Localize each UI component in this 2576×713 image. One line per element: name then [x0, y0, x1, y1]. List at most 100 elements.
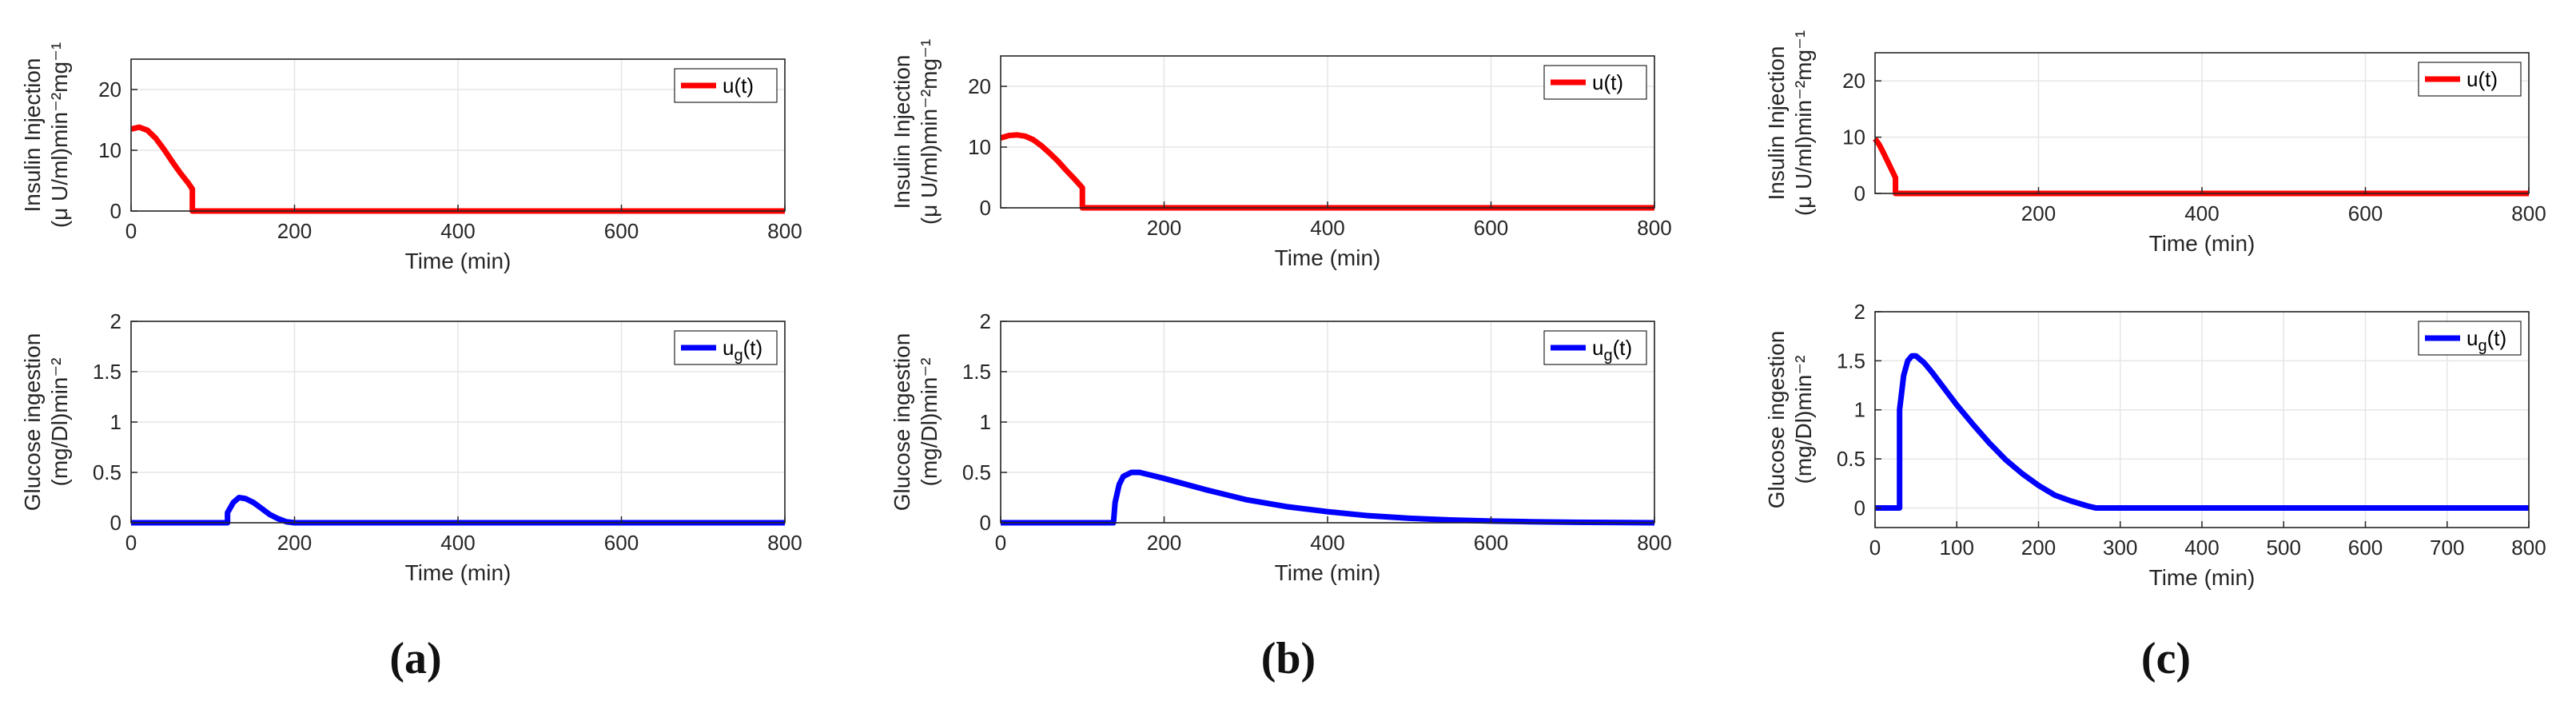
- y-tick-label: 20: [98, 78, 121, 102]
- y-tick-label: 0.5: [93, 460, 121, 484]
- x-tick-label: 400: [2184, 536, 2219, 560]
- y-tick-label: 1: [110, 410, 121, 434]
- x-tick-label: 400: [2184, 201, 2219, 225]
- legend-label: ug(t): [1592, 336, 1632, 364]
- x-tick-label: 200: [2021, 201, 2056, 225]
- x-tick-label: 700: [2430, 536, 2464, 560]
- x-tick-label: 600: [2348, 201, 2383, 225]
- x-tick-label: 600: [1474, 531, 1508, 555]
- y-tick-label: 20: [968, 74, 991, 98]
- x-tick-label: 500: [2267, 536, 2301, 560]
- y-axis-label-line: Glucose ingestion: [890, 333, 914, 512]
- y-axis-label-line: (mg/Dl)min⁻²: [1791, 356, 1816, 484]
- legend-label: u(t): [1592, 70, 1623, 94]
- y-axis-label-line: Insulin Injection: [890, 54, 914, 209]
- x-tick-label: 800: [1637, 531, 1671, 555]
- x-tick-label: 800: [767, 531, 802, 555]
- y-axis-label: Insulin Injection (μ U/ml)min⁻²mg⁻¹: [20, 42, 72, 228]
- y-tick-label: 10: [968, 135, 991, 159]
- y-tick-label: 0.5: [1837, 447, 1865, 471]
- y-axis-label-line: (μ U/ml)min⁻²mg⁻¹: [47, 42, 72, 228]
- y-tick-label: 0.5: [962, 460, 991, 484]
- x-tick-label: 0: [1869, 536, 1881, 560]
- x-axis-label: Time (min): [405, 560, 512, 585]
- legend-label: u(t): [2467, 67, 2498, 91]
- y-axis-label: Insulin Injection (μ U/ml)min⁻²mg⁻¹: [890, 39, 942, 225]
- x-tick-label: 800: [767, 219, 802, 243]
- x-tick-label: 600: [604, 219, 639, 243]
- series-line-c-insulin: [1873, 137, 2529, 197]
- y-tick-label: 0: [110, 199, 121, 223]
- series-line-c-glucose: [1875, 353, 2529, 511]
- chart-a-glucose: 0 200 400 600 800 0 0.5 1 1.5 2 Time (min) Glucose …: [20, 309, 802, 585]
- caption-c: (c): [2141, 634, 2191, 683]
- x-tick-label: 300: [2103, 536, 2137, 560]
- caption-b: (b): [1261, 634, 1316, 683]
- y-axis-label-line: (mg/Dl)min⁻²: [917, 358, 942, 487]
- caption-a: (a): [389, 634, 441, 683]
- x-tick-label: 0: [995, 531, 1006, 555]
- y-axis-label-line: Insulin Injection: [20, 58, 45, 212]
- x-tick-label: 600: [1474, 216, 1508, 240]
- y-tick-label: 1.5: [1837, 349, 1865, 372]
- y-axis-label: Glucose ingestion (mg/Dl)min⁻²: [20, 333, 72, 512]
- x-tick-label: 100: [1940, 536, 1974, 560]
- y-axis-label-line: Glucose ingestion: [20, 333, 45, 512]
- x-tick-label: 600: [604, 531, 639, 555]
- x-tick-label: 400: [1310, 216, 1344, 240]
- x-tick-label: 200: [277, 219, 312, 243]
- x-tick-label: 400: [440, 531, 475, 555]
- x-tick-label: 800: [2511, 536, 2546, 560]
- y-tick-label: 10: [98, 138, 121, 162]
- chart-c-glucose: 0 100 200 300 400 500 600 700 800 0 0.5 1 1.5 2 Time (…: [1764, 300, 2546, 590]
- series-line-a-glucose: [131, 495, 785, 526]
- x-tick-label: 600: [2348, 536, 2383, 560]
- x-axis-label: Time (min): [2149, 231, 2255, 256]
- x-tick-label: 0: [125, 219, 137, 243]
- x-axis-label: Time (min): [1275, 560, 1381, 585]
- x-tick-label: 800: [2511, 201, 2546, 225]
- y-axis-label-line: (mg/Dl)min⁻²: [47, 358, 72, 487]
- y-tick-label: 0: [980, 196, 991, 220]
- y-tick-label: 1: [980, 410, 991, 434]
- x-axis-label: Time (min): [1275, 245, 1381, 270]
- legend-label: ug(t): [2467, 326, 2506, 355]
- x-tick-label: 200: [1147, 531, 1181, 555]
- chart-c-insulin: 200 400 600 800 0 10 20 Time (min) Insulin Injec…: [1764, 30, 2546, 256]
- series-line-b-insulin: [1000, 132, 1654, 211]
- y-axis-label-line: (μ U/ml)min⁻²mg⁻¹: [917, 39, 942, 225]
- y-axis-label: Glucose ingestion (mg/Dl)min⁻²: [1764, 331, 1816, 509]
- y-tick-label: 1.5: [962, 360, 991, 384]
- y-axis-label-line: (μ U/ml)min⁻²mg⁻¹: [1791, 30, 1816, 216]
- legend-label: ug(t): [723, 336, 762, 364]
- x-tick-label: 0: [125, 531, 137, 555]
- y-tick-label: 10: [1842, 125, 1865, 149]
- y-tick-label: 2: [110, 309, 121, 333]
- chart-b-insulin: 200 400 600 800 0 10 20 Time (min) Insulin Injec…: [890, 39, 1672, 270]
- x-tick-label: 400: [1310, 531, 1344, 555]
- y-axis-label: Glucose ingestion (mg/Dl)min⁻²: [890, 333, 942, 512]
- x-tick-label: 200: [1147, 216, 1181, 240]
- chart-a-insulin: 0 200 400 600 800 0 10 20 Time (min) Insulin Inje…: [20, 42, 802, 273]
- x-axis-label: Time (min): [2149, 565, 2255, 590]
- y-tick-label: 0: [1854, 496, 1865, 520]
- y-tick-label: 2: [1854, 300, 1865, 324]
- x-tick-label: 400: [440, 219, 475, 243]
- x-axis-label: Time (min): [405, 249, 512, 273]
- y-tick-label: 2: [980, 309, 991, 333]
- y-tick-label: 0: [1854, 181, 1865, 205]
- y-tick-label: 20: [1842, 69, 1865, 93]
- y-tick-label: 0: [980, 511, 991, 535]
- y-axis-label: Insulin Injection (μ U/ml)min⁻²mg⁻¹: [1764, 30, 1816, 216]
- y-axis-label-line: Insulin Injection: [1764, 46, 1789, 200]
- y-axis-label-line: Glucose ingestion: [1764, 331, 1789, 509]
- y-tick-label: 1: [1854, 398, 1865, 422]
- x-tick-label: 200: [277, 531, 312, 555]
- y-tick-label: 1.5: [93, 360, 121, 384]
- y-tick-label: 0: [110, 511, 121, 535]
- x-tick-label: 800: [1637, 216, 1671, 240]
- series-line-a-insulin: [130, 124, 785, 214]
- legend-label: u(t): [723, 74, 754, 98]
- series-line-b-glucose: [1001, 469, 1655, 526]
